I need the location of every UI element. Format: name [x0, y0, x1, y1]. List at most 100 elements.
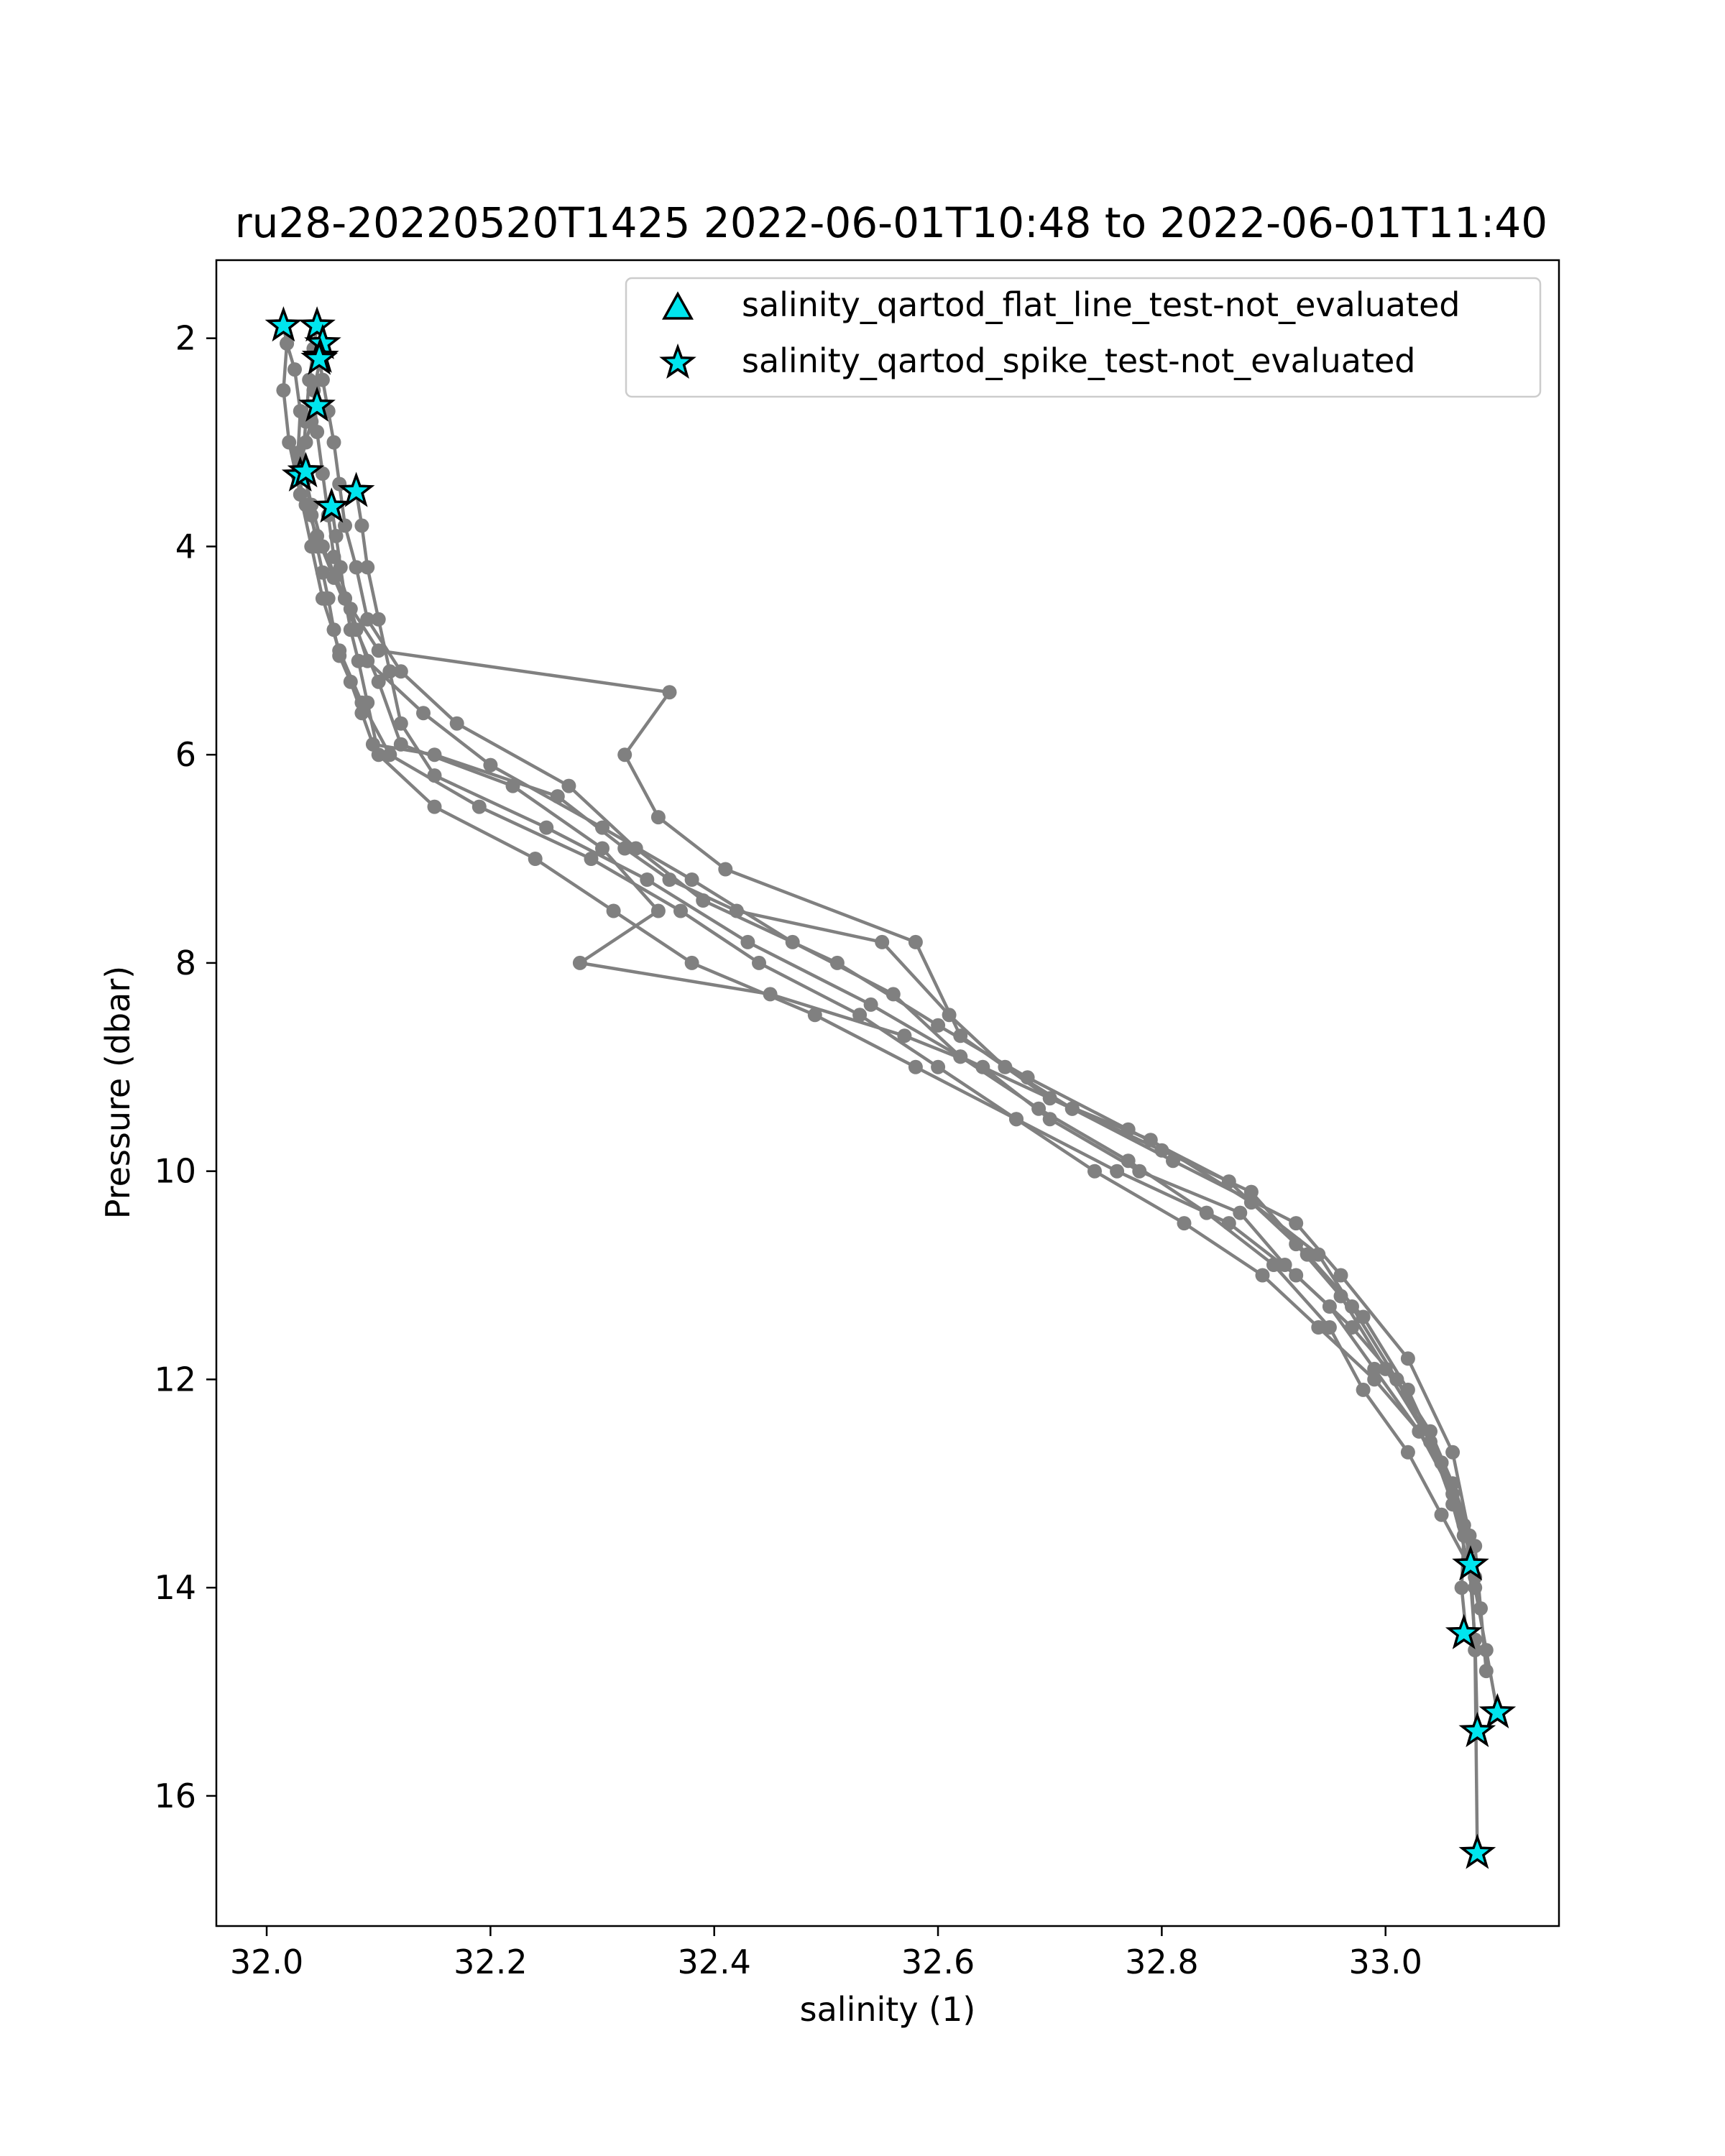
profile-point [1478, 1664, 1494, 1679]
profile-point [293, 487, 308, 502]
profile-point [595, 841, 610, 856]
profile-point [1412, 1424, 1427, 1439]
profile-5 [290, 398, 1478, 1572]
profile-point [908, 1059, 923, 1074]
plot-area: 32.0 32.2 32.4 32.6 32.8 33.0 2 4 6 8 10 12 14 16 [154, 259, 1560, 1981]
profile-point [1389, 1372, 1404, 1387]
profile-point [1434, 1507, 1449, 1522]
profile-point [326, 435, 341, 450]
y-tick-label: 10 [154, 1152, 196, 1191]
profile-point [807, 1008, 822, 1023]
legend-entry-spike: salinity_qartod_spike_test-not_evaluated [742, 341, 1415, 380]
profile-point [617, 841, 632, 856]
profile-point [684, 872, 699, 887]
y-tick-label: 12 [154, 1360, 196, 1399]
profile-8 [276, 336, 1494, 1679]
y-tick-label: 8 [175, 944, 196, 982]
profile-point [338, 518, 352, 533]
profile-point [315, 372, 330, 387]
profile-point [1221, 1216, 1236, 1231]
profile-point [696, 893, 711, 908]
profile-point [595, 820, 610, 835]
profile-point [1367, 1361, 1382, 1376]
legend-triangle-marker-icon [662, 291, 694, 320]
profile-point [1356, 1309, 1371, 1325]
profile-point [1233, 1205, 1248, 1220]
profile-point [315, 466, 330, 481]
profile-point [1221, 1174, 1236, 1189]
profile-point [393, 716, 408, 731]
profile-point [673, 903, 688, 918]
profile-point [640, 872, 655, 887]
spike-marker [298, 386, 336, 422]
y-tick-label: 2 [175, 319, 196, 358]
profile-point [333, 560, 348, 575]
profile-point [1367, 1372, 1382, 1387]
profile-point [931, 1059, 946, 1074]
profile-point [684, 955, 699, 970]
profile-point [427, 799, 442, 814]
profile-point [449, 716, 464, 731]
profile-point [606, 903, 621, 918]
x-tick-label: 32.4 [678, 1943, 751, 1981]
profile-point [650, 810, 666, 825]
spike-marker [1458, 1711, 1496, 1748]
profile-point [371, 674, 386, 689]
profile-point [1423, 1424, 1438, 1439]
profile-point [332, 643, 347, 658]
profile-point [315, 591, 330, 606]
y-tick-label: 4 [175, 527, 196, 566]
profile-point [351, 653, 366, 668]
x-tick-label: 33.0 [1349, 1943, 1422, 1981]
profile-point [561, 778, 576, 793]
spike-marker [1478, 1692, 1517, 1729]
spike-marker [1458, 1833, 1496, 1869]
profile-point [953, 1049, 968, 1064]
profile-point [908, 934, 923, 949]
profile-point [280, 336, 295, 351]
profile-point [875, 934, 890, 949]
profile-point [1020, 1070, 1035, 1085]
profile-point [472, 799, 487, 814]
data-layer [264, 306, 1517, 1869]
legend: salinity_qartod_flat_line_test-not_evalu… [625, 277, 1542, 398]
profile-point [886, 987, 901, 1002]
profile-point [1289, 1237, 1304, 1252]
profile-point [349, 560, 364, 575]
profile-point [617, 747, 632, 763]
profile-point [338, 591, 352, 606]
profile-point [393, 737, 408, 752]
profile-point [1473, 1601, 1488, 1616]
profile-point [572, 955, 587, 970]
profile-point [1289, 1216, 1304, 1231]
profile-point [354, 695, 369, 710]
profile-point [863, 997, 878, 1012]
profile-point [1289, 1268, 1304, 1283]
profile-point [1400, 1445, 1415, 1460]
profile-point [343, 622, 358, 637]
profile-point [752, 955, 766, 970]
legend-triangle [662, 291, 694, 320]
profile-line [282, 343, 1489, 1672]
profile-7 [324, 499, 1471, 1533]
spike-marker [264, 306, 303, 342]
profile-point [662, 685, 677, 700]
profile-point [360, 612, 375, 627]
profile-point [282, 435, 297, 450]
profile-point [328, 528, 344, 543]
profile-point [360, 560, 375, 575]
x-axis-label: salinity (1) [800, 1990, 976, 2029]
spike-marker [300, 339, 339, 375]
profile-point [897, 1028, 912, 1044]
profile-point [528, 852, 543, 866]
profile-point [1110, 1164, 1125, 1179]
profile-point [1333, 1268, 1348, 1283]
spike-test-markers [264, 306, 1517, 1869]
profile-point [1121, 1122, 1136, 1137]
chart-title: ru28-20220520T1425 2022-06-01T10:48 to 2… [235, 198, 1547, 247]
profile-point [1031, 1101, 1046, 1116]
profile-point [539, 820, 554, 835]
x-tick-label: 32.8 [1125, 1943, 1198, 1981]
y-tick-label: 14 [154, 1568, 196, 1607]
profile-point [416, 706, 431, 721]
